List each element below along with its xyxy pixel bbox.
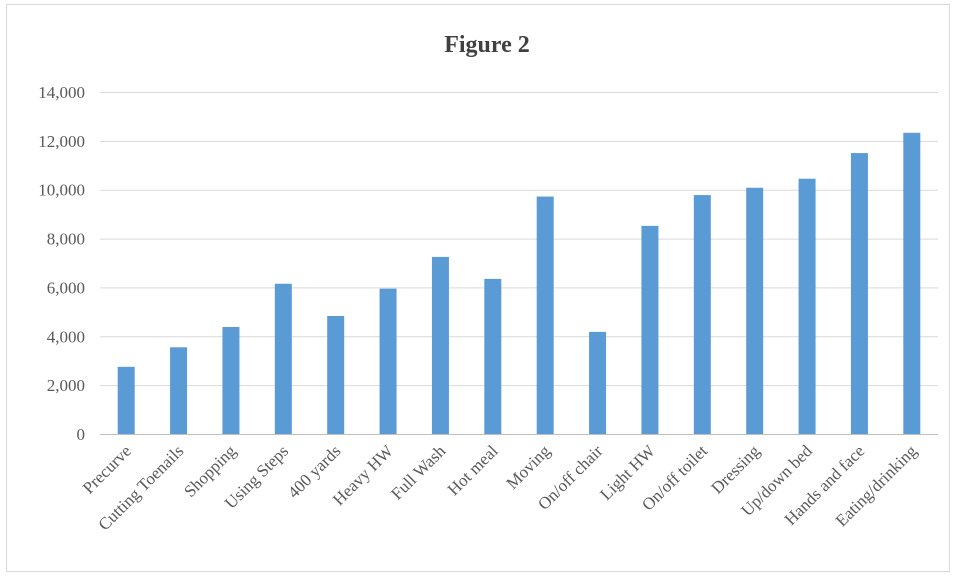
y-tick-label: 10,000: [38, 181, 85, 200]
bar: [379, 288, 397, 434]
bar: [222, 327, 240, 434]
bar: [117, 366, 135, 434]
chart-title: Figure 2: [444, 32, 530, 58]
y-tick-label: 14,000: [38, 83, 85, 102]
y-tick-label: 8,000: [47, 230, 85, 249]
x-category-label: Full Wash: [387, 441, 449, 503]
bar: [641, 225, 659, 434]
bar: [903, 132, 921, 434]
bar: [484, 278, 502, 434]
bar: [431, 256, 449, 434]
bar: [798, 178, 816, 434]
y-tick-label: 0: [77, 425, 86, 444]
y-tick-label: 4,000: [47, 327, 85, 346]
bar: [746, 187, 764, 434]
x-category-label: Hot meal: [444, 441, 502, 499]
bar: [536, 196, 554, 434]
bar: [589, 331, 607, 434]
bar: [170, 347, 188, 434]
y-tick-label: 12,000: [38, 132, 85, 151]
bar: [693, 195, 711, 434]
y-tick-label: 6,000: [47, 278, 85, 297]
gridlines: [100, 92, 938, 387]
bar: [850, 153, 868, 435]
bar: [274, 283, 292, 434]
bar: [327, 316, 345, 434]
y-axis-ticks: 0 2,000 4,000 6,000 8,000 10,000 12,000 14,000: [38, 83, 85, 444]
x-category-label: Moving: [503, 441, 555, 493]
bars: [117, 132, 921, 435]
y-tick-label: 2,000: [47, 376, 85, 395]
